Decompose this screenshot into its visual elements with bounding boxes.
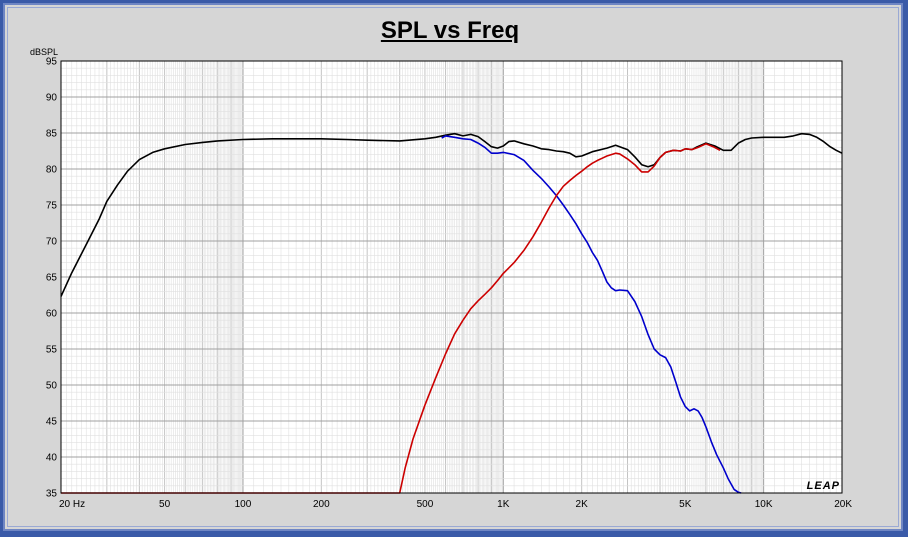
chart-title: SPL vs Freq bbox=[380, 17, 520, 44]
y-tick-label: 55 bbox=[46, 345, 58, 356]
x-tick-label: 1K bbox=[497, 499, 510, 510]
x-tick-label: 500 bbox=[417, 499, 434, 510]
y-tick-label: 80 bbox=[46, 165, 58, 176]
leap-watermark: LEAP bbox=[807, 480, 840, 492]
x-tick-label: 20K bbox=[834, 499, 852, 510]
series-line-1 bbox=[60, 132, 843, 297]
plot-border bbox=[60, 60, 843, 494]
x-tick-labels: 20 Hz 50 100 200 500 1K 2K 5K 10K 20K bbox=[59, 499, 852, 510]
y-tick-label: 35 bbox=[46, 489, 58, 500]
grid bbox=[60, 60, 843, 494]
series-group bbox=[60, 132, 843, 494]
y-tick-label: 40 bbox=[46, 453, 58, 464]
y-tick-label: 85 bbox=[46, 129, 58, 140]
x-tick-label: 10K bbox=[755, 499, 773, 510]
chart-frame-inner-border bbox=[7, 7, 899, 527]
y-tick-labels: 35 40 45 50 55 60 65 70 75 80 85 90 95 bbox=[46, 57, 58, 500]
y-tick-label: 45 bbox=[46, 417, 58, 428]
x-tick-label: 100 bbox=[235, 499, 252, 510]
series-line-2 bbox=[441, 135, 742, 494]
y-tick-label: 60 bbox=[46, 309, 58, 320]
x-tick-label: 5K bbox=[679, 499, 692, 510]
x-tick-label: 20 Hz bbox=[59, 499, 85, 510]
y-tick-label: 95 bbox=[46, 57, 58, 68]
x-tick-label: 200 bbox=[313, 499, 330, 510]
y-tick-label: 70 bbox=[46, 237, 58, 248]
y-axis-label: dBSPL bbox=[30, 47, 58, 57]
series-line-3 bbox=[61, 143, 721, 494]
x-tick-label: 50 bbox=[159, 499, 171, 510]
y-tick-label: 50 bbox=[46, 381, 58, 392]
y-tick-label: 90 bbox=[46, 93, 58, 104]
y-tick-label: 75 bbox=[46, 201, 58, 212]
y-tick-label: 65 bbox=[46, 273, 58, 284]
x-tick-label: 2K bbox=[576, 499, 589, 510]
